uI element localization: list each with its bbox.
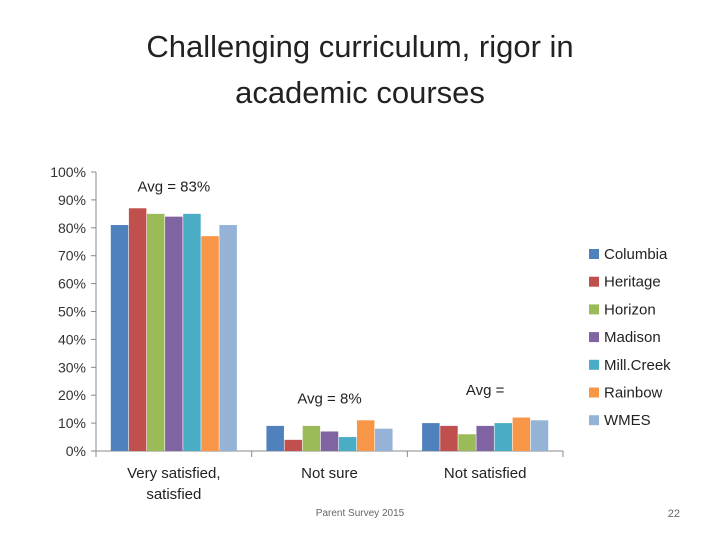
y-tick-label: 80% bbox=[58, 220, 86, 236]
bar-mill-creek-1 bbox=[183, 213, 201, 451]
x-category-label-line: satisfied bbox=[146, 486, 201, 503]
legend-swatch bbox=[589, 415, 599, 426]
bar-columbia-2 bbox=[266, 425, 284, 451]
y-tick-label: 0% bbox=[66, 443, 86, 459]
bar-rainbow-1 bbox=[201, 236, 219, 451]
y-tick-label: 10% bbox=[58, 415, 86, 431]
legend-label: Rainbow bbox=[604, 385, 663, 402]
bar-heritage-1 bbox=[128, 208, 147, 451]
bar-horizon-3 bbox=[458, 434, 476, 451]
legend-label: Horizon bbox=[604, 301, 656, 318]
legend-swatch bbox=[589, 387, 599, 398]
bar-wmes-2 bbox=[375, 428, 393, 451]
x-category-label: Not satisfied bbox=[444, 465, 527, 482]
bar-madison-3 bbox=[476, 425, 494, 451]
bar-rainbow-2 bbox=[356, 420, 375, 451]
y-tick-label: 60% bbox=[58, 276, 86, 292]
y-tick-label: 90% bbox=[58, 192, 86, 208]
legend-label: WMES bbox=[604, 412, 651, 429]
x-category-label-line: Very satisfied, bbox=[127, 465, 220, 482]
y-tick-label: 30% bbox=[58, 359, 86, 375]
y-tick-label: 70% bbox=[58, 248, 86, 264]
bar-wmes-1 bbox=[219, 225, 237, 451]
y-tick-label: 20% bbox=[58, 387, 86, 403]
x-category-label: Very satisfied, satisfied bbox=[127, 465, 220, 503]
legend-label: Heritage bbox=[604, 274, 661, 291]
bar-columbia-3 bbox=[422, 423, 440, 451]
y-tick-label: 50% bbox=[58, 304, 86, 320]
bar-columbia-1 bbox=[110, 225, 129, 451]
bar-heritage-2 bbox=[284, 439, 303, 451]
x-category-label-line: Not sure bbox=[301, 465, 358, 482]
footer-text: Parent Survey 2015 bbox=[315, 508, 405, 519]
avg-annotation: Avg = 8% bbox=[297, 391, 361, 408]
avg-annotation: Avg = bbox=[466, 382, 505, 399]
legend-label: Columbia bbox=[604, 246, 668, 263]
legend-swatch bbox=[589, 332, 599, 343]
bar-madison-2 bbox=[320, 431, 339, 451]
page-number: 22 bbox=[667, 508, 680, 520]
bar-wmes-3 bbox=[530, 420, 549, 451]
bar-madison-1 bbox=[165, 216, 183, 451]
y-tick-label: 40% bbox=[58, 331, 86, 347]
bar-rainbow-3 bbox=[512, 417, 531, 451]
legend-swatch bbox=[589, 249, 599, 259]
legend-swatch bbox=[589, 359, 599, 370]
bar-horizon-1 bbox=[146, 213, 165, 451]
x-category-label-line: Not satisfied bbox=[444, 465, 527, 482]
avg-annotation: Avg = 83% bbox=[137, 179, 210, 196]
legend-swatch bbox=[589, 304, 599, 315]
chart-title: Challenging curriculum, rigor in academi… bbox=[146, 29, 574, 110]
bar-mill-creek-3 bbox=[494, 423, 513, 451]
bar-heritage-3 bbox=[440, 425, 458, 451]
legend-label: Madison bbox=[604, 329, 661, 346]
x-category-label: Not sure bbox=[301, 465, 358, 482]
legend-label: Mill.Creek bbox=[604, 357, 671, 374]
bar-mill-creek-2 bbox=[338, 437, 357, 451]
y-tick-label: 100% bbox=[50, 164, 86, 180]
legend-swatch bbox=[589, 276, 599, 287]
bar-horizon-2 bbox=[302, 425, 321, 451]
